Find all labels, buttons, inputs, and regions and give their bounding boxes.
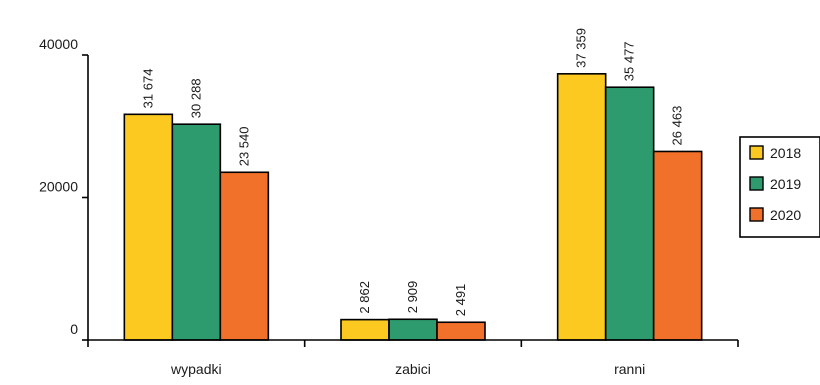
data-label-ranni-2020: 26 463 bbox=[670, 106, 685, 146]
bar-ranni-2019 bbox=[604, 86, 655, 341]
y-tick-label-20000: 20000 bbox=[39, 179, 78, 195]
bar-zabici-2020 bbox=[436, 321, 486, 341]
data-label-zabici-2018: 2 862 bbox=[357, 281, 372, 314]
bar-wypadki-2018 bbox=[123, 113, 174, 341]
legend-label-2020: 2020 bbox=[770, 207, 801, 223]
legend: 2018 2019 2020 bbox=[739, 136, 820, 238]
data-label-zabici-2020: 2 491 bbox=[453, 284, 468, 317]
data-label-wypadki-2019: 30 288 bbox=[188, 78, 203, 118]
bar-zabici-2019 bbox=[388, 318, 438, 341]
x-tick-label-ranni: ranni bbox=[614, 361, 645, 377]
bar-ranni-2018 bbox=[556, 73, 607, 341]
y-tick-label-0: 0 bbox=[70, 321, 78, 337]
data-label-wypadki-2020: 23 540 bbox=[236, 127, 251, 167]
x-tick-label-zabici: zabici bbox=[395, 361, 431, 377]
data-label-ranni-2019: 35 477 bbox=[622, 41, 637, 81]
legend-swatch-2019 bbox=[749, 176, 764, 191]
x-tick-label-wypadki: wypadki bbox=[170, 361, 222, 377]
bar-wypadki-2019 bbox=[171, 123, 222, 341]
data-label-zabici-2019: 2 909 bbox=[405, 281, 420, 314]
legend-swatch-2020 bbox=[749, 207, 764, 222]
legend-label-2019: 2019 bbox=[770, 176, 801, 192]
plot-area: 31 674 30 288 23 540 wypadki 2 862 2 909 2 491… bbox=[39, 28, 739, 377]
data-label-wypadki-2018: 31 674 bbox=[140, 69, 155, 109]
bar-ranni-2020 bbox=[652, 150, 703, 341]
legend-label-2018: 2018 bbox=[770, 145, 801, 161]
bar-wypadki-2020 bbox=[219, 171, 270, 341]
legend-swatch-2018 bbox=[749, 145, 764, 160]
data-label-ranni-2018: 37 359 bbox=[574, 28, 589, 68]
bar-zabici-2018 bbox=[340, 318, 390, 341]
y-tick-label-40000: 40000 bbox=[39, 36, 78, 52]
